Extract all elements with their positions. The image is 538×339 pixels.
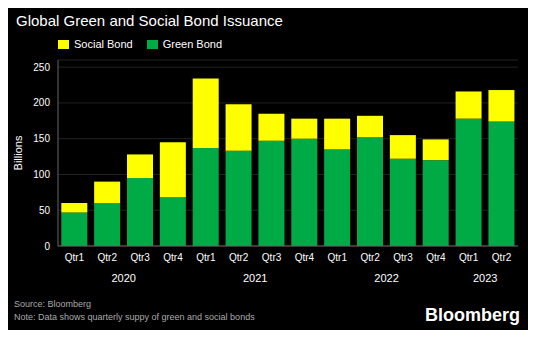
svg-text:0: 0 — [44, 241, 50, 252]
html-text:Global Green and Social Bond I: Global Green and Social Bond Issuance — [16, 12, 283, 29]
svg-text:Qtr4: Qtr4 — [295, 252, 315, 263]
svg-text:Qtr4: Qtr4 — [426, 252, 446, 263]
svg-text:Qtr2: Qtr2 — [229, 252, 249, 263]
svg-text:200: 200 — [33, 97, 50, 108]
svg-text:2022: 2022 — [374, 272, 398, 282]
html-text:Social Bond: Social Bond — [74, 38, 133, 50]
svg-text:2023: 2023 — [473, 272, 497, 282]
html-text:Bloomberg: Bloomberg — [425, 305, 520, 325]
svg-text:50: 50 — [39, 205, 51, 216]
svg-text:Qtr4: Qtr4 — [163, 252, 183, 263]
html-text:Source: Bloomberg: Source: Bloomberg — [14, 299, 91, 309]
svg-text:2021: 2021 — [243, 272, 267, 282]
svg-text:150: 150 — [33, 133, 50, 144]
svg-text:Qtr1: Qtr1 — [328, 252, 348, 263]
svg-text:2020: 2020 — [111, 272, 135, 282]
svg-text:Qtr3: Qtr3 — [262, 252, 282, 263]
svg-text:Qtr2: Qtr2 — [98, 252, 118, 263]
svg-text:Qtr1: Qtr1 — [459, 252, 479, 263]
svg-text:Qtr2: Qtr2 — [492, 252, 512, 263]
svg-text:Qtr3: Qtr3 — [393, 252, 413, 263]
html-text:Note: Data shows quarterly sup: Note: Data shows quarterly suppy of gree… — [14, 312, 255, 322]
svg-text:250: 250 — [33, 62, 50, 73]
svg-text:Qtr3: Qtr3 — [130, 252, 150, 263]
svg-text:Qtr2: Qtr2 — [360, 252, 380, 263]
svg-text:Qtr1: Qtr1 — [196, 252, 216, 263]
svg-text:100: 100 — [33, 169, 50, 180]
svg-text:Qtr1: Qtr1 — [65, 252, 85, 263]
svg-text:Billions: Billions — [12, 135, 24, 170]
html-text:Green Bond: Green Bond — [162, 38, 222, 50]
